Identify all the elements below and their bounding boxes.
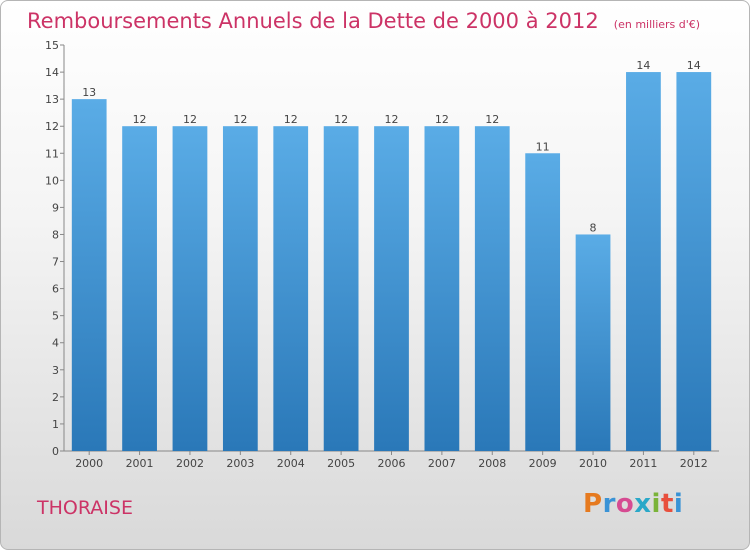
data-label-2004: 12 xyxy=(284,113,298,126)
x-tick-label-2009: 2009 xyxy=(529,457,557,470)
data-label-2005: 12 xyxy=(334,113,348,126)
chart-bars xyxy=(71,72,712,452)
y-tick-label: 15 xyxy=(45,39,59,52)
y-tick-label: 6 xyxy=(52,283,59,296)
y-tick-label: 0 xyxy=(52,445,59,458)
data-label-2000: 13 xyxy=(82,86,96,99)
logo-letter: r xyxy=(602,489,616,519)
bar-2012 xyxy=(676,72,712,452)
y-tick-label: 1 xyxy=(52,418,59,431)
x-tick-label-2011: 2011 xyxy=(629,457,657,470)
data-label-2002: 12 xyxy=(183,113,197,126)
bar-2000 xyxy=(71,99,107,451)
chart-title-block: Remboursements Annuels de la Dette de 20… xyxy=(27,9,700,33)
y-tick-label: 8 xyxy=(52,228,59,241)
data-label-2010: 8 xyxy=(590,221,597,234)
bar-2011 xyxy=(626,72,661,452)
chart-unit: (en milliers d'€) xyxy=(613,18,701,31)
x-tick-label-2010: 2010 xyxy=(579,457,607,470)
logo-letter: o xyxy=(615,489,635,519)
y-tick-label: 4 xyxy=(52,337,59,350)
data-label-2006: 12 xyxy=(385,113,399,126)
y-tick-label: 11 xyxy=(45,147,59,160)
bar-2007 xyxy=(424,126,460,451)
bar-2004 xyxy=(273,126,309,451)
bar-2010 xyxy=(575,234,611,451)
bar-2003 xyxy=(222,126,258,451)
bar-2001 xyxy=(122,126,157,451)
y-tick-label: 9 xyxy=(52,201,59,214)
logo-letter: i xyxy=(651,489,661,519)
data-label-2003: 12 xyxy=(233,113,247,126)
logo-letter: x xyxy=(634,489,652,519)
bar-2006 xyxy=(374,126,409,451)
y-tick-label: 12 xyxy=(45,120,59,133)
x-tick-label-2007: 2007 xyxy=(428,457,456,470)
x-tick-label-2008: 2008 xyxy=(478,457,506,470)
x-tick-label-2002: 2002 xyxy=(176,457,204,470)
x-tick-label-2001: 2001 xyxy=(126,457,154,470)
x-tick-label-2000: 2000 xyxy=(75,457,103,470)
data-label-2009: 11 xyxy=(536,140,550,153)
bar-2009 xyxy=(525,153,561,451)
y-tick-label: 7 xyxy=(52,256,59,269)
chart-title: Remboursements Annuels de la Dette de 20… xyxy=(27,9,599,33)
bar-2005 xyxy=(323,126,359,451)
x-tick-label-2005: 2005 xyxy=(327,457,355,470)
data-label-2011: 14 xyxy=(636,59,650,72)
proxiti-logo[interactable]: Proxiti xyxy=(583,489,683,519)
data-label-2012: 14 xyxy=(687,59,701,72)
x-tick-label-2006: 2006 xyxy=(378,457,406,470)
logo-letter: P xyxy=(583,489,603,519)
bar-2002 xyxy=(172,126,208,451)
data-label-2001: 12 xyxy=(133,113,147,126)
chart-data-labels: 13 12 12 12 12 12 12 12 12 11 8 14 14 xyxy=(82,59,701,234)
x-tick-label-2012: 2012 xyxy=(680,457,708,470)
bar-2008 xyxy=(474,126,510,451)
logo-letter: t xyxy=(660,489,674,519)
data-label-2007: 12 xyxy=(435,113,449,126)
y-tick-label: 5 xyxy=(52,310,59,323)
logo-letter: i xyxy=(673,489,684,519)
x-tick-label-2004: 2004 xyxy=(277,457,305,470)
y-tick-label: 2 xyxy=(52,391,59,404)
y-tick-label: 13 xyxy=(45,93,59,106)
y-tick-label: 14 xyxy=(45,66,59,79)
x-tick-label-2003: 2003 xyxy=(226,457,254,470)
y-tick-label: 10 xyxy=(45,174,59,187)
y-tick-label: 3 xyxy=(52,364,59,377)
commune-name: THORAISE xyxy=(37,497,133,519)
data-label-2008: 12 xyxy=(485,113,499,126)
